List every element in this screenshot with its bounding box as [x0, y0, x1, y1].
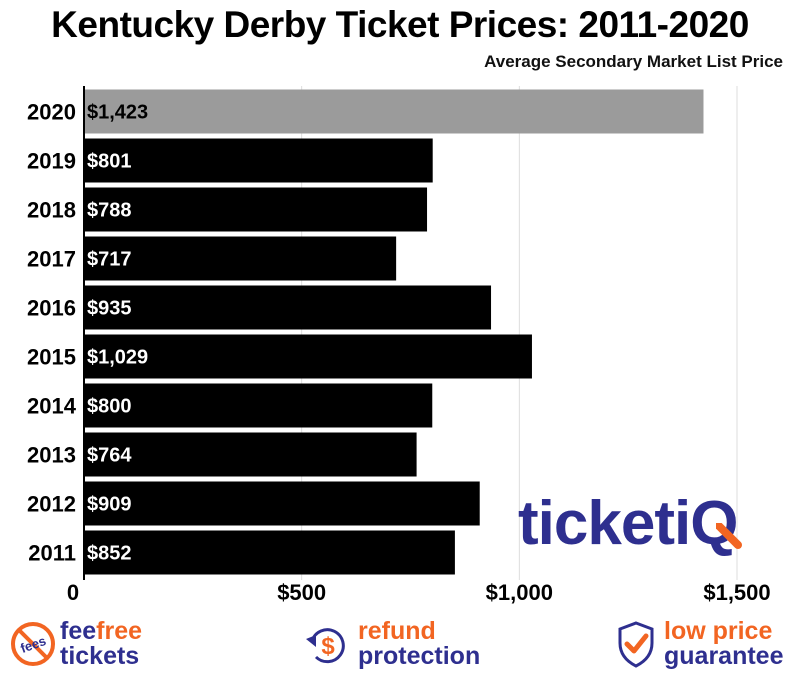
chart-title: Kentucky Derby Ticket Prices: 2011-2020	[51, 4, 749, 45]
guarantee-label: guarantee	[664, 642, 784, 670]
shield-check-icon	[618, 621, 654, 668]
refund-label: refund	[358, 617, 436, 645]
bar	[84, 530, 455, 575]
data-label: $801	[87, 151, 132, 173]
refund-protection: $ refund protection	[302, 616, 480, 672]
x-tick-label: 0	[67, 580, 79, 605]
data-label: $764	[87, 445, 132, 467]
no-fees-icon: fees	[11, 622, 55, 666]
logo-q-magnifier: Q	[690, 493, 743, 555]
bar	[84, 138, 433, 183]
x-tick-label: $1,500	[703, 580, 770, 605]
bar	[84, 481, 480, 526]
fee-label: fee	[60, 617, 97, 645]
bar	[84, 334, 532, 379]
bar	[84, 383, 433, 428]
fee-free-tickets: fees feefree tickets	[8, 616, 142, 672]
category-label: 2019	[27, 149, 76, 174]
data-label: $852	[87, 543, 132, 565]
refund-icon: $	[306, 628, 345, 664]
data-label: $717	[87, 249, 132, 271]
x-tick-label: $500	[277, 580, 326, 605]
bar	[84, 432, 417, 477]
bar-chart: $1,423 2020 $801 2019 $788 2018 $717 2017 $935 20…	[27, 86, 771, 605]
logo-text: ticketi	[518, 489, 691, 558]
data-label: $1,423	[87, 102, 148, 124]
category-label: 2017	[27, 247, 76, 272]
bar	[84, 285, 492, 330]
category-label: 2020	[27, 100, 76, 125]
data-label: $800	[87, 396, 132, 418]
bar	[84, 236, 397, 281]
category-label: 2011	[28, 541, 76, 566]
low-price-guarantee: low price guarantee	[616, 616, 783, 672]
low-price-label: low price	[664, 617, 773, 645]
tickets-label: tickets	[60, 642, 140, 670]
dollar-symbol: $	[321, 633, 335, 660]
bar	[84, 187, 428, 232]
data-label: $935	[87, 298, 132, 320]
data-label: $909	[87, 494, 132, 516]
chart-subtitle: Average Secondary Market List Price	[484, 52, 783, 71]
data-label: $1,029	[87, 347, 148, 369]
bar	[84, 89, 704, 134]
data-label: $788	[87, 200, 132, 222]
protection-label: protection	[358, 642, 481, 670]
category-label: 2013	[27, 443, 76, 468]
category-label: 2014	[27, 394, 77, 419]
category-label: 2012	[27, 492, 76, 517]
magnifier-icon	[716, 523, 743, 549]
x-tick-label: $1,000	[486, 580, 553, 605]
category-label: 2016	[27, 296, 76, 321]
ticketiq-logo: ticketi Q	[518, 493, 743, 555]
category-label: 2015	[27, 345, 76, 370]
category-label: 2018	[27, 198, 76, 223]
free-label: free	[96, 617, 143, 645]
